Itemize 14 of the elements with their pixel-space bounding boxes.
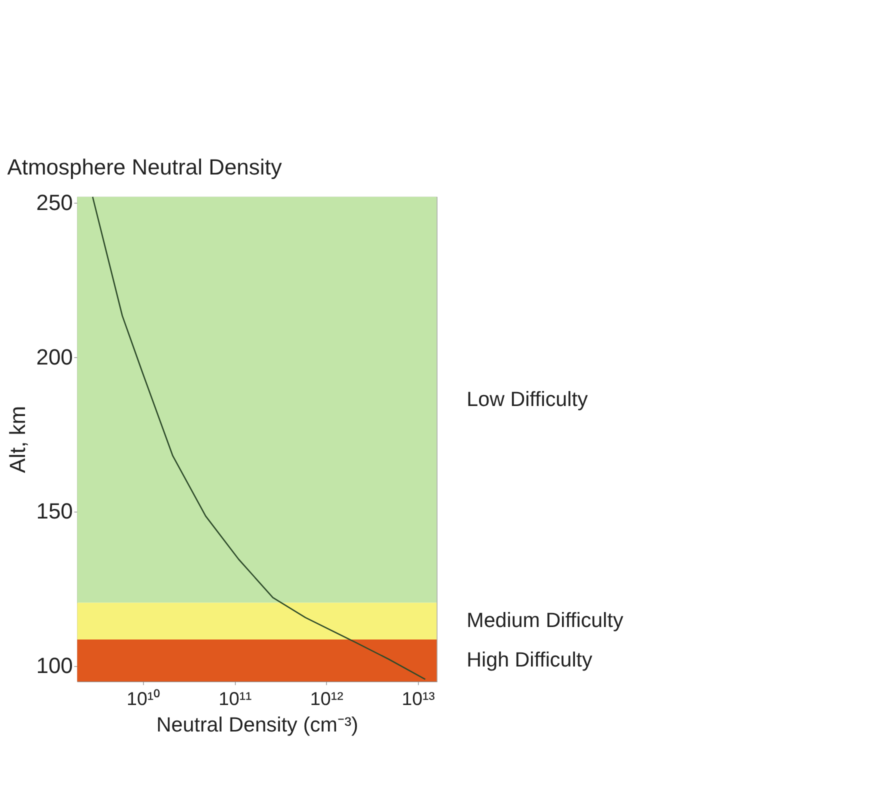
y-tick-label: 150: [36, 498, 73, 524]
x-tick-label: 10¹³: [402, 688, 435, 710]
x-tick-label: 10¹²: [310, 688, 344, 710]
band-label: Low Difficulty: [466, 388, 588, 411]
band-label: High Difficulty: [466, 648, 594, 672]
chart-title: Atmosphere Neutral Density: [7, 154, 282, 180]
x-tick-label: 10¹⁰: [126, 688, 161, 710]
x-axis-title: Neutral Density (cm⁻³): [156, 714, 358, 737]
y-tick-label: 100: [36, 653, 73, 678]
band-label: Medium Difficulty: [466, 609, 624, 632]
y-axis-title: Alt, km: [4, 406, 30, 474]
x-tick-label: 10¹¹: [218, 688, 252, 710]
y-tick-label: 200: [36, 344, 73, 370]
y-tick-label: 250: [36, 190, 73, 216]
